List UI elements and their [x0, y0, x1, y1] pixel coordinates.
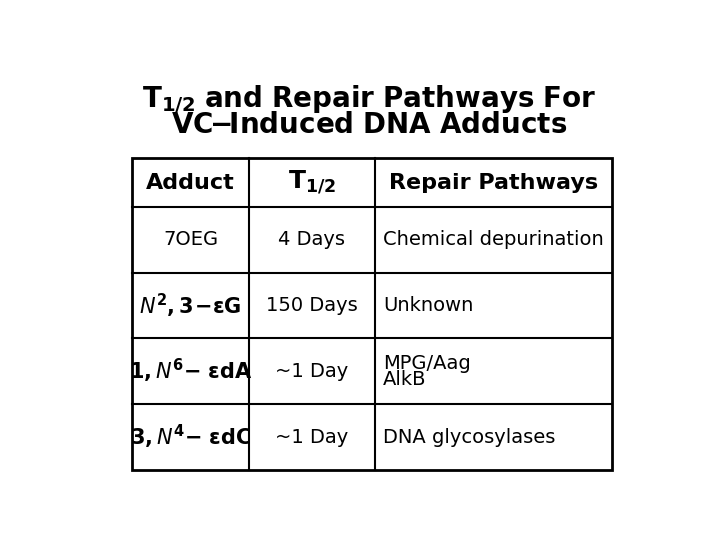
Text: ~1 Day: ~1 Day — [275, 362, 348, 381]
Text: AlkB: AlkB — [383, 370, 426, 389]
Text: $\mathbf{T_{1/2}}$: $\mathbf{T_{1/2}}$ — [288, 169, 336, 196]
Text: Unknown: Unknown — [383, 296, 473, 315]
Text: $\mathit{N}^{\mathbf{2}}\mathbf{,3\!-\!\varepsilon G}$: $\mathit{N}^{\mathbf{2}}\mathbf{,3\!-\!\… — [139, 292, 242, 320]
Text: $\mathbf{3,}N^{\mathbf{4}}\mathbf{-\ \varepsilon dC}$: $\mathbf{3,}N^{\mathbf{4}}\mathbf{-\ \va… — [130, 423, 251, 451]
Text: 4 Days: 4 Days — [279, 230, 346, 249]
Text: 7OEG: 7OEG — [163, 230, 218, 249]
Text: Adduct: Adduct — [146, 172, 235, 193]
Bar — [132, 158, 612, 470]
Text: ~1 Day: ~1 Day — [275, 428, 348, 447]
Text: $\bf{T_{1/2}}$ $\bf{and\ Repair\ Pathways\ For}$: $\bf{T_{1/2}}$ $\bf{and\ Repair\ Pathway… — [142, 84, 596, 117]
Text: Chemical depurination: Chemical depurination — [383, 230, 603, 249]
Text: DNA glycosylases: DNA glycosylases — [383, 428, 555, 447]
Text: Repair Pathways: Repair Pathways — [389, 172, 598, 193]
Text: $\bf{VC\!\!-\!\!Induced\ DNA\ Adducts}$: $\bf{VC\!\!-\!\!Induced\ DNA\ Adducts}$ — [171, 111, 567, 139]
Text: $\mathbf{1,}\mathit{N}^{\mathbf{6}}\mathbf{-\ \varepsilon dA}$: $\mathbf{1,}\mathit{N}^{\mathbf{6}}\math… — [129, 357, 252, 386]
Text: MPG/Aag: MPG/Aag — [383, 354, 471, 373]
Text: 150 Days: 150 Days — [266, 296, 358, 315]
